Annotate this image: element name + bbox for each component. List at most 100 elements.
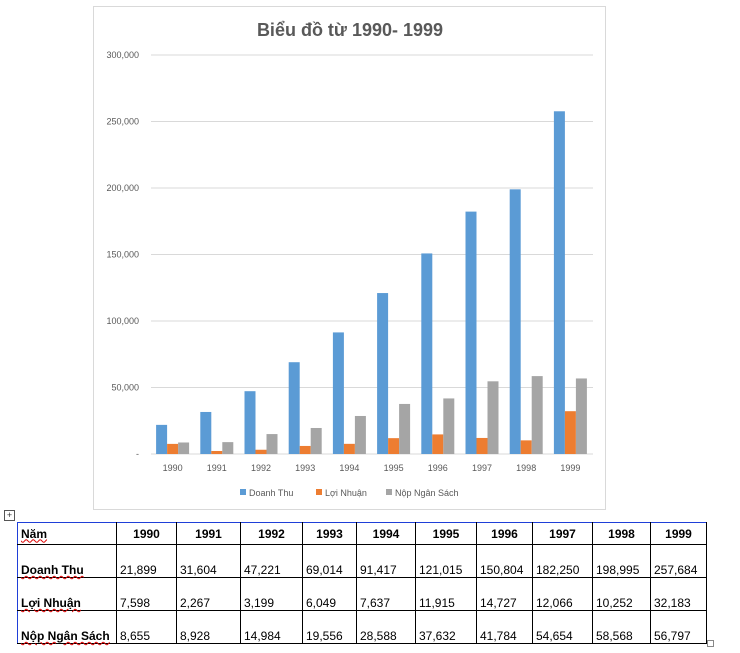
y-tick-label: 200,000 [106, 183, 139, 193]
cell-text: 31,604 [180, 563, 217, 577]
bar-lợi-nhuận-1999[interactable] [564, 411, 576, 454]
value-cell: 91,417 [356, 544, 416, 578]
cell-text: 14,727 [480, 596, 517, 610]
value-cell: 14,727 [476, 577, 533, 611]
cell-text: 12,066 [536, 596, 573, 610]
bar-nộp-ngân-sách-1999[interactable] [575, 378, 587, 454]
legend-swatch [386, 489, 392, 495]
bar-lợi-nhuận-1997[interactable] [476, 437, 488, 454]
value-cell: 47,221 [240, 544, 303, 578]
cell-text: 54,654 [536, 629, 573, 643]
bar-lợi-nhuận-1990[interactable] [167, 443, 179, 454]
x-tick-label: 1994 [339, 463, 359, 473]
row-label-cell: Lợi Nhuận [17, 577, 117, 611]
cell-text: 150,804 [480, 563, 524, 577]
bar-nộp-ngân-sách-1995[interactable] [399, 403, 411, 454]
bar-doanh-thu-1990[interactable] [156, 424, 168, 454]
cell-text: 69,014 [306, 563, 343, 577]
cell-text: 11,915 [419, 596, 455, 610]
value-cell: 121,015 [415, 544, 477, 578]
bar-lợi-nhuận-1998[interactable] [520, 440, 532, 454]
cell-text: 58,568 [596, 629, 633, 643]
cell-text: 8,928 [180, 629, 211, 643]
x-tick-label: 1991 [207, 463, 227, 473]
bar-lợi-nhuận-1993[interactable] [299, 445, 311, 454]
value-cell: 56,797 [650, 610, 707, 644]
value-cell: 150,804 [476, 544, 533, 578]
bar-lợi-nhuận-1995[interactable] [388, 438, 400, 454]
y-tick-label: - [136, 449, 139, 459]
bar-doanh-thu-1995[interactable] [377, 293, 389, 454]
bar-nộp-ngân-sách-1991[interactable] [222, 442, 234, 454]
bar-doanh-thu-1993[interactable] [288, 362, 300, 454]
value-cell: 58,568 [592, 610, 651, 644]
bar-doanh-thu-1996[interactable] [421, 253, 433, 454]
header-text: 1994 [372, 526, 400, 541]
bar-doanh-thu-1992[interactable] [244, 391, 256, 454]
x-tick-label: 1996 [428, 463, 448, 473]
cell-text: 28,588 [360, 629, 397, 643]
value-cell: 14,984 [240, 610, 303, 644]
bar-nộp-ngân-sách-1996[interactable] [443, 398, 455, 454]
chart-svg: Biểu đồ từ 1990- 1999 - 50,000 100,000 150,… [106, 20, 593, 498]
header-cell: 1993 [302, 522, 357, 545]
bar-doanh-thu-1991[interactable] [200, 411, 212, 454]
header-cell: 1990 [116, 522, 177, 545]
cell-text: 257,684 [654, 563, 698, 577]
bar-nộp-ngân-sách-1994[interactable] [354, 415, 366, 454]
header-text: 1996 [491, 526, 518, 541]
bar-lợi-nhuận-1991[interactable] [211, 450, 223, 454]
value-cell: 8,928 [176, 610, 241, 644]
bar-doanh-thu-1994[interactable] [332, 332, 344, 454]
cell-text: 56,797 [654, 629, 691, 643]
table-row: Nộp Ngân Sách 8,655 8,928 14,984 19,556 28,58… [17, 610, 707, 644]
header-cell: Năm [17, 522, 117, 545]
bar-nộp-ngân-sách-1997[interactable] [487, 381, 499, 454]
cell-text: 37,632 [419, 629, 456, 643]
header-text: 1992 [258, 526, 285, 541]
y-tick-label: 300,000 [106, 50, 139, 60]
cell-text: 6,049 [306, 596, 337, 610]
x-tick-label: 1993 [295, 463, 315, 473]
header-cell: 1997 [532, 522, 593, 545]
value-cell: 37,632 [415, 610, 477, 644]
cell-text: Doanh Thu [21, 563, 84, 577]
chart-title: Biểu đồ từ 1990- 1999 [257, 20, 443, 40]
header-text: 1991 [195, 526, 222, 541]
cell-text: 182,250 [536, 563, 580, 577]
value-cell: 7,637 [356, 577, 416, 611]
bar-lợi-nhuận-1996[interactable] [432, 434, 444, 454]
y-tick-label: 100,000 [106, 316, 139, 326]
cell-text: 21,899 [120, 563, 157, 577]
cell-text: 19,556 [306, 629, 343, 643]
bar-lợi-nhuận-1994[interactable] [343, 443, 355, 454]
cell-text: 3,199 [244, 596, 275, 610]
bar-doanh-thu-1998[interactable] [509, 189, 521, 454]
value-cell: 12,066 [532, 577, 593, 611]
header-cell: 1996 [476, 522, 533, 545]
bar-lợi-nhuận-1992[interactable] [255, 449, 267, 454]
x-tick-label: 1998 [516, 463, 536, 473]
chart[interactable]: Biểu đồ từ 1990- 1999 - 50,000 100,000 150,… [93, 6, 606, 510]
value-cell: 7,598 [116, 577, 177, 611]
x-tick-label: 1990 [163, 463, 183, 473]
legend-label: Lợi Nhuận [325, 488, 367, 498]
y-tick-label: 50,000 [111, 383, 139, 393]
table-move-handle-icon[interactable]: + [4, 510, 15, 521]
bar-nộp-ngân-sách-1998[interactable] [531, 376, 543, 454]
cell-text: 198,995 [596, 563, 640, 577]
bar-doanh-thu-1997[interactable] [465, 211, 477, 454]
x-tick-label: 1999 [560, 463, 580, 473]
bar-nộp-ngân-sách-1990[interactable] [178, 442, 190, 454]
table-resize-handle[interactable] [707, 640, 714, 647]
cell-text: 121,015 [419, 563, 463, 577]
bar-doanh-thu-1999[interactable] [553, 111, 565, 455]
cell-text: 8,655 [120, 629, 151, 643]
bar-nộp-ngân-sách-1992[interactable] [266, 434, 278, 454]
data-table: Năm 1990 1991 1992 1993 1994 1995 1996 1997 1998 1… [17, 522, 707, 644]
value-cell: 32,183 [650, 577, 707, 611]
bar-nộp-ngân-sách-1993[interactable] [310, 427, 322, 454]
x-tick-label: 1995 [384, 463, 404, 473]
value-cell: 6,049 [302, 577, 357, 611]
value-cell: 31,604 [176, 544, 241, 578]
